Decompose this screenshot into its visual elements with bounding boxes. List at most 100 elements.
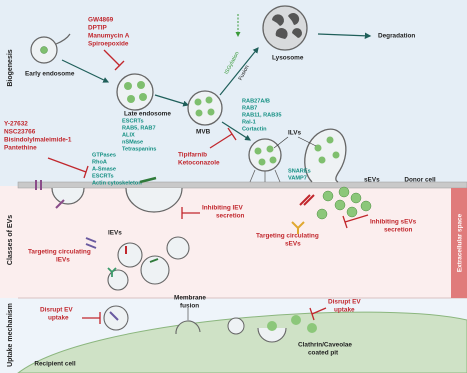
inhibitor: GW4869	[88, 17, 114, 24]
inhibitor: Bisindolylmaleimide-1	[4, 137, 72, 144]
mvb-docking-part	[248, 138, 282, 172]
levs-part	[139, 176, 157, 184]
mvb-docking	[248, 128, 347, 183]
factor: Cortactin	[242, 126, 267, 132]
levs-part	[117, 242, 143, 268]
strategy: lEVs	[56, 257, 70, 264]
levs-part	[51, 187, 85, 205]
sevs-part	[299, 194, 315, 206]
uptake-part	[227, 317, 245, 335]
inhibitor: Spiroepoxide	[88, 41, 129, 48]
mvb-part	[195, 109, 203, 117]
lysosome-part	[288, 13, 300, 25]
inhibitor-mark-part	[83, 165, 89, 179]
label: sEVs	[364, 177, 380, 184]
mvb-docking-part	[318, 156, 326, 164]
mvb-docking-part	[273, 136, 289, 149]
inhibitor-mark	[47, 157, 89, 179]
mvb-part	[187, 90, 223, 126]
mvb	[187, 14, 259, 141]
background-part	[0, 186, 467, 298]
label: Early endosome	[25, 71, 75, 78]
uptake	[82, 305, 327, 343]
late-endosome-part	[139, 93, 147, 101]
section-label: Biogenesis	[7, 49, 14, 86]
levs-part	[125, 187, 183, 213]
label: coated pit	[308, 350, 339, 357]
sevs-part	[322, 190, 334, 202]
factor: Actin cytoskeleton	[92, 180, 142, 186]
mvb-docking-part	[326, 136, 334, 144]
factor: Tetraspanins	[122, 146, 156, 152]
late-endosome-part	[127, 95, 135, 103]
uptake-part	[311, 307, 327, 315]
uptake-part	[309, 307, 315, 321]
factor: RAB7	[242, 105, 257, 111]
inhibitor-mark-part	[227, 127, 237, 141]
mvb-part	[221, 121, 252, 141]
label: Degradation	[378, 33, 415, 40]
late-endosome-part	[137, 81, 145, 89]
inhibitor: Tipifarnib	[178, 152, 207, 159]
factor: ESCRTs	[92, 173, 114, 179]
factor: nSMase	[122, 139, 143, 145]
levs-part	[149, 258, 159, 263]
strategy: uptake	[334, 307, 355, 314]
strategy: secretion	[384, 227, 413, 234]
extracellular-bar	[451, 188, 467, 298]
sevs-part	[334, 199, 346, 211]
strategy: Inhibiting lEV	[202, 205, 244, 212]
lysosome-part	[272, 14, 284, 26]
strategy: Targeting circulating	[256, 233, 319, 240]
label: ILVs	[288, 130, 301, 137]
factor: RAB5, RAB7	[122, 125, 156, 131]
region-label: Extracellular space	[457, 213, 464, 272]
inhibitor-mark	[103, 49, 125, 71]
region-label: Donor cell	[404, 177, 435, 184]
factor: RhoA	[92, 159, 107, 165]
early-endosome-part	[55, 33, 71, 45]
uptake-part	[109, 311, 119, 321]
strategy: Inhibiting sEVs	[370, 219, 417, 226]
mvb-part	[194, 98, 202, 106]
mvb-docking-part	[258, 158, 266, 166]
uptake-part	[307, 323, 317, 333]
factor: GTPases	[92, 152, 116, 158]
mvb-part	[207, 108, 215, 116]
late-endosome	[116, 73, 190, 111]
sevs-part	[346, 206, 358, 218]
factor: ALIX	[122, 132, 135, 138]
inhibitor: NSC23766	[4, 129, 36, 136]
mvb-docking-part	[254, 147, 262, 155]
inhibitor: Ketoconazole	[178, 160, 220, 167]
late-endosome-part	[124, 82, 132, 90]
uptake-part	[267, 321, 277, 331]
background-part	[0, 0, 467, 186]
mvb-docking-part	[297, 136, 317, 147]
levs-part	[35, 180, 42, 190]
sevs-part	[316, 208, 328, 220]
factor: Ral-1	[242, 119, 256, 125]
label: Clathrin/Caveolae	[298, 342, 352, 349]
inhibitor: Manumycin A	[88, 33, 130, 40]
uptake-part	[175, 320, 201, 335]
label: MVB	[196, 129, 211, 136]
inhibitor-mark	[209, 127, 237, 149]
lysosome-part	[317, 32, 372, 40]
lysosome-part	[292, 28, 302, 38]
levs-part	[85, 237, 97, 249]
factor: ESCRTs	[122, 118, 144, 124]
inhibitor-mark-part	[209, 133, 233, 149]
sevs-part	[338, 186, 350, 198]
label: fusion	[180, 303, 199, 310]
strategy: uptake	[48, 315, 69, 322]
factor: SNAREs	[288, 168, 311, 174]
sevs-part	[350, 192, 362, 204]
mvb-part	[205, 96, 213, 104]
inhibitor: Y-27632	[4, 121, 28, 128]
label: Late endosome	[124, 111, 171, 118]
factor: RAB27A/B	[242, 98, 270, 104]
levs-part	[166, 236, 190, 260]
